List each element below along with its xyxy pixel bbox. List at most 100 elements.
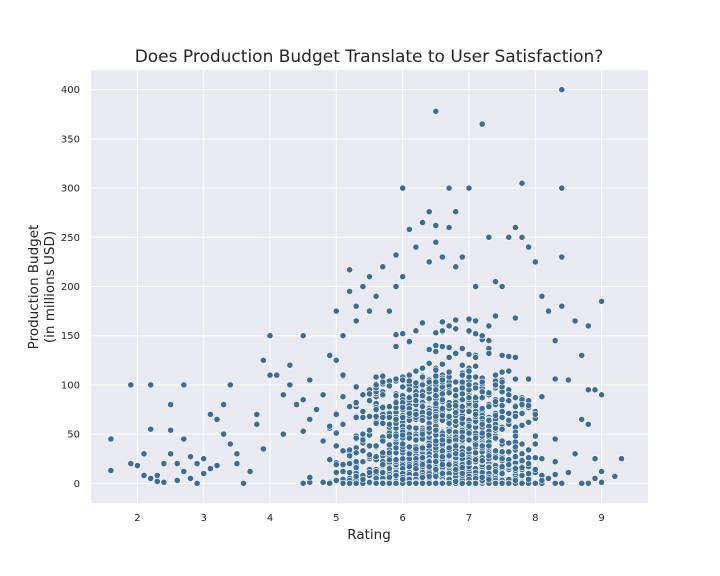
data-point bbox=[279, 430, 287, 438]
data-point bbox=[465, 459, 473, 467]
data-point bbox=[432, 372, 440, 380]
data-point bbox=[498, 413, 506, 421]
chart-title: Does Production Budget Translate to User… bbox=[135, 47, 604, 67]
data-point bbox=[505, 448, 513, 456]
data-point bbox=[551, 458, 559, 466]
data-point bbox=[505, 439, 513, 447]
data-point bbox=[352, 413, 360, 421]
data-point bbox=[538, 292, 546, 300]
data-point bbox=[591, 386, 599, 394]
data-point bbox=[512, 394, 519, 402]
data-point bbox=[478, 378, 486, 386]
data-point bbox=[412, 479, 420, 487]
data-point bbox=[187, 474, 194, 482]
data-point bbox=[226, 440, 234, 448]
data-point bbox=[478, 120, 486, 128]
data-point bbox=[458, 384, 466, 392]
data-point bbox=[512, 432, 519, 440]
data-point bbox=[167, 426, 174, 434]
data-point bbox=[558, 479, 566, 487]
data-point bbox=[438, 411, 446, 419]
data-point bbox=[478, 429, 486, 437]
data-point bbox=[379, 479, 387, 487]
data-point bbox=[339, 332, 347, 340]
data-point bbox=[498, 455, 506, 463]
data-point bbox=[505, 352, 513, 360]
data-point bbox=[233, 450, 241, 458]
data-point bbox=[492, 381, 499, 389]
data-point bbox=[372, 419, 380, 427]
data-point bbox=[584, 386, 592, 394]
data-point bbox=[405, 463, 413, 470]
y-tick-label: 0 bbox=[74, 479, 80, 490]
data-point bbox=[505, 416, 513, 424]
data-point bbox=[359, 283, 367, 290]
data-point bbox=[366, 412, 373, 420]
data-point bbox=[432, 479, 440, 487]
data-point bbox=[379, 469, 387, 476]
data-point bbox=[445, 184, 453, 192]
data-point bbox=[366, 442, 373, 450]
data-point bbox=[438, 318, 446, 326]
data-point bbox=[492, 411, 499, 419]
data-point bbox=[385, 432, 393, 440]
data-point bbox=[140, 471, 148, 479]
data-point bbox=[352, 449, 360, 457]
data-point bbox=[518, 479, 526, 487]
data-point bbox=[419, 381, 426, 389]
data-point bbox=[505, 479, 513, 487]
data-point bbox=[419, 392, 426, 400]
data-point bbox=[478, 457, 486, 465]
data-point bbox=[220, 430, 227, 438]
data-points bbox=[107, 86, 625, 487]
data-point bbox=[438, 327, 446, 335]
data-point bbox=[366, 478, 373, 486]
data-point bbox=[392, 331, 400, 339]
data-point bbox=[173, 476, 181, 484]
data-point bbox=[485, 337, 493, 344]
data-point bbox=[326, 422, 334, 430]
data-point bbox=[452, 316, 460, 324]
data-point bbox=[399, 440, 407, 448]
data-point bbox=[565, 376, 572, 384]
data-point bbox=[458, 396, 466, 404]
data-point bbox=[485, 233, 493, 241]
y-tick-label: 200 bbox=[61, 282, 80, 293]
data-point bbox=[578, 351, 586, 359]
data-point bbox=[193, 479, 201, 487]
data-point bbox=[372, 468, 380, 475]
data-point bbox=[518, 401, 526, 408]
data-point bbox=[359, 458, 367, 466]
data-point bbox=[419, 219, 426, 226]
data-point bbox=[458, 371, 466, 379]
data-point bbox=[432, 472, 440, 480]
data-point bbox=[385, 456, 393, 464]
data-point bbox=[438, 376, 446, 384]
data-point bbox=[359, 430, 367, 438]
data-point bbox=[385, 382, 393, 390]
data-point bbox=[445, 322, 453, 330]
data-point bbox=[452, 386, 460, 394]
data-point bbox=[472, 373, 479, 381]
data-point bbox=[458, 414, 466, 422]
data-point bbox=[200, 470, 208, 477]
data-point bbox=[485, 452, 493, 460]
data-point bbox=[419, 479, 426, 487]
data-point bbox=[598, 297, 605, 305]
data-point bbox=[438, 461, 446, 468]
data-point bbox=[505, 409, 513, 417]
data-point bbox=[445, 368, 453, 376]
data-point bbox=[366, 469, 373, 476]
data-point bbox=[412, 465, 420, 472]
data-point bbox=[385, 413, 393, 421]
data-point bbox=[492, 398, 499, 405]
data-point bbox=[512, 224, 519, 231]
data-point bbox=[392, 283, 400, 290]
data-point bbox=[432, 458, 440, 466]
data-point bbox=[458, 464, 466, 471]
data-point bbox=[558, 302, 566, 310]
data-point bbox=[339, 479, 347, 487]
data-point bbox=[140, 450, 148, 458]
data-point bbox=[147, 381, 155, 389]
data-point bbox=[167, 450, 174, 458]
